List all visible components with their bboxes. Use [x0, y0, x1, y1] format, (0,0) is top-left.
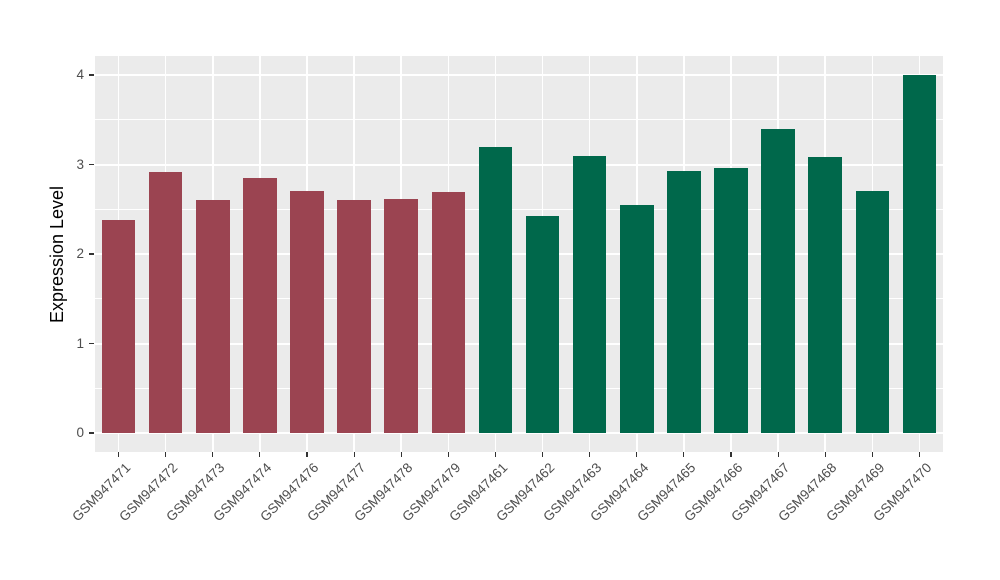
bar-GSM947474	[243, 177, 277, 433]
x-tick-mark	[447, 452, 449, 457]
y-tick-mark	[89, 342, 94, 345]
bar-GSM947467	[761, 128, 795, 433]
y-tick-label: 1	[76, 335, 84, 351]
y-tick-label: 0	[76, 425, 84, 440]
x-tick-mark	[824, 452, 826, 457]
minor-gridline	[95, 119, 943, 121]
x-tick-mark	[589, 452, 591, 457]
y-tick-label: 3	[76, 156, 84, 172]
x-tick-mark	[165, 452, 167, 457]
bar-GSM947465	[667, 170, 701, 433]
plot-panel	[95, 56, 943, 452]
y-axis-title-wrap: Expression Level	[40, 56, 76, 452]
x-tick-mark	[306, 452, 308, 457]
minor-gridline	[95, 387, 943, 389]
bar-GSM947466	[714, 168, 748, 433]
y-tick-label: 2	[76, 246, 84, 261]
bar-GSM947469	[855, 191, 890, 433]
bar-GSM947477	[337, 200, 371, 433]
major-gridline	[95, 342, 943, 345]
minor-gridline	[95, 208, 943, 210]
x-tick-mark	[636, 452, 638, 457]
y-axis-title: Expression Level	[47, 185, 68, 323]
x-tick-mark	[117, 452, 120, 457]
major-gridline	[95, 253, 943, 255]
major-gridline	[95, 74, 943, 76]
bar-GSM947476	[290, 191, 324, 433]
x-tick-mark	[683, 452, 685, 457]
bar-GSM947464	[620, 204, 654, 433]
x-tick-mark	[494, 452, 497, 457]
bar-GSM947462	[525, 215, 560, 433]
minor-gridline	[95, 298, 943, 300]
bar-GSM947472	[148, 171, 183, 433]
bar-GSM947463	[572, 155, 607, 433]
x-tick-mark	[212, 452, 214, 457]
y-tick-label: 4	[76, 67, 84, 82]
bar-GSM947478	[384, 199, 418, 433]
x-tick-mark	[730, 452, 732, 457]
x-tick-mark	[541, 452, 544, 457]
x-tick-mark	[353, 452, 355, 457]
x-tick-mark	[871, 452, 873, 457]
y-tick-mark	[89, 163, 94, 166]
bar-GSM947473	[196, 200, 230, 433]
y-tick-mark	[89, 253, 94, 255]
bar-GSM947471	[101, 220, 136, 433]
bar-GSM947470	[902, 75, 937, 433]
y-tick-mark	[89, 432, 94, 434]
major-gridline	[95, 432, 943, 434]
major-gridline	[95, 163, 943, 166]
x-tick-mark	[259, 452, 261, 457]
x-tick-mark	[777, 452, 779, 457]
bar-GSM947468	[808, 157, 842, 433]
y-tick-mark	[89, 74, 94, 76]
bar-GSM947461	[478, 146, 513, 433]
x-tick-mark	[400, 452, 402, 457]
bar-GSM947479	[431, 192, 466, 433]
x-tick-mark	[918, 452, 921, 457]
